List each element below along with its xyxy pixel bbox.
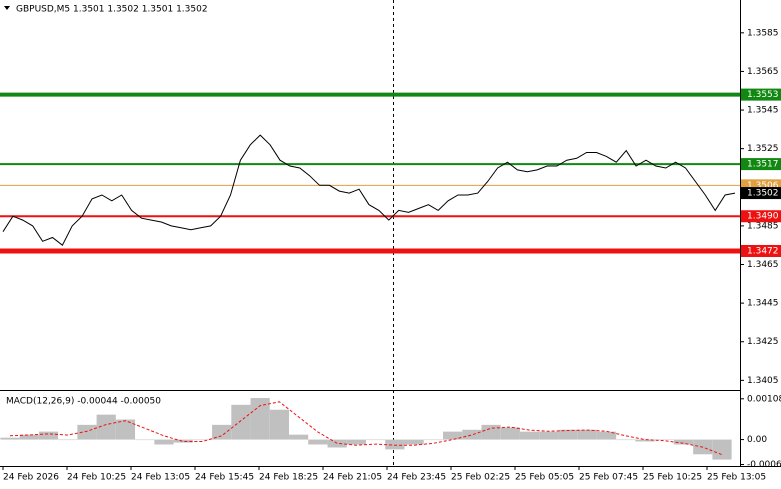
histogram-bar xyxy=(115,419,136,440)
histogram-bar xyxy=(635,439,655,442)
y-tick-label: 1.3525 xyxy=(747,144,779,154)
histogram-bar xyxy=(192,439,213,441)
level-label: 1.3553 xyxy=(747,90,779,100)
histogram-bar xyxy=(58,439,78,441)
y-tick-label: 1.3585 xyxy=(747,28,779,38)
x-tick-label: 24 Feb 10:25 xyxy=(67,473,126,483)
level-label-box xyxy=(741,244,781,257)
x-tick-label: 24 Feb 18:25 xyxy=(259,473,318,483)
level-label: 1.3506 xyxy=(747,181,779,191)
histogram-bar xyxy=(366,439,386,441)
histogram-bar xyxy=(577,429,597,440)
x-tick-label: 24 Feb 15:45 xyxy=(195,473,254,483)
level-label: 1.3472 xyxy=(747,246,779,256)
x-tick-label: 24 Feb 21:05 xyxy=(323,473,382,483)
y-tick-label: 1.3425 xyxy=(747,337,779,347)
indicator-title: MACD(12,26,9) -0.00044 -0.00050 xyxy=(6,397,161,407)
x-tick-label: 25 Feb 05:05 xyxy=(515,473,574,483)
histogram-bar xyxy=(558,429,578,440)
histogram-bar xyxy=(462,429,482,440)
price-line xyxy=(2,134,736,246)
histogram-bar xyxy=(654,439,674,441)
x-tick-label: 25 Feb 07:45 xyxy=(579,473,638,483)
histogram-bar xyxy=(38,431,59,440)
y-tick-label: 1.3545 xyxy=(747,106,779,116)
y-tick-label: -0.00066 xyxy=(747,460,781,470)
y-tick-label: 1.3565 xyxy=(747,67,779,77)
histogram-bar xyxy=(539,431,559,440)
histogram-bar xyxy=(135,439,155,441)
y-tick-label: 0.00108 xyxy=(747,394,781,404)
histogram-bar xyxy=(673,439,694,445)
histogram-bar xyxy=(19,434,39,440)
price-label-box xyxy=(741,187,781,200)
histogram-bar xyxy=(77,424,97,440)
x-tick-label: 25 Feb 02:25 xyxy=(451,473,510,483)
level-label: 1.3490 xyxy=(747,212,779,222)
price-label: 1.3502 xyxy=(747,189,779,199)
histogram-bar xyxy=(154,439,174,445)
menu-arrow xyxy=(4,6,10,10)
y-tick-label: 1.3405 xyxy=(747,376,779,386)
histogram-bar xyxy=(596,431,617,440)
y-tick-label: 0.00 xyxy=(747,435,767,445)
histogram-bar xyxy=(500,427,520,440)
histogram-bar xyxy=(481,424,501,440)
x-tick-label: 25 Feb 10:25 xyxy=(643,473,702,483)
histogram-bar xyxy=(423,439,443,441)
histogram-bar xyxy=(269,409,290,440)
chart-title: GBPUSD,M5 1.3501 1.3502 1.3501 1.3502 xyxy=(16,5,208,15)
histogram-bar xyxy=(404,439,424,445)
x-tick-label: 25 Feb 13:05 xyxy=(707,473,766,483)
histogram-bar xyxy=(0,437,20,440)
histogram-bar xyxy=(442,431,463,440)
y-tick-label: 1.3445 xyxy=(747,299,779,309)
level-label: 1.3517 xyxy=(747,160,779,170)
signal-line xyxy=(9,401,723,456)
x-tick-label: 24 Feb 13:05 xyxy=(131,473,190,483)
y-tick-label: 1.3485 xyxy=(747,221,779,231)
y-tick-label: 1.3465 xyxy=(747,260,779,270)
histogram-bar xyxy=(231,404,251,440)
level-label-box xyxy=(741,88,781,101)
histogram-bar xyxy=(173,439,193,443)
level-label-box xyxy=(741,158,781,171)
histogram-bar xyxy=(250,398,270,440)
histogram-bar xyxy=(308,439,328,445)
level-label-box xyxy=(741,210,781,223)
histogram-bar xyxy=(712,439,732,460)
histogram-bar xyxy=(212,424,232,440)
histogram-bar xyxy=(346,439,366,445)
histogram-bar xyxy=(616,439,636,441)
histogram-bar xyxy=(385,439,405,450)
histogram-bar xyxy=(96,414,116,440)
histogram-bar xyxy=(289,434,309,440)
x-tick-label: 24 Feb 23:45 xyxy=(387,473,446,483)
x-tick-label: 24 Feb 2026 xyxy=(3,473,59,483)
histogram-bar xyxy=(519,431,540,440)
